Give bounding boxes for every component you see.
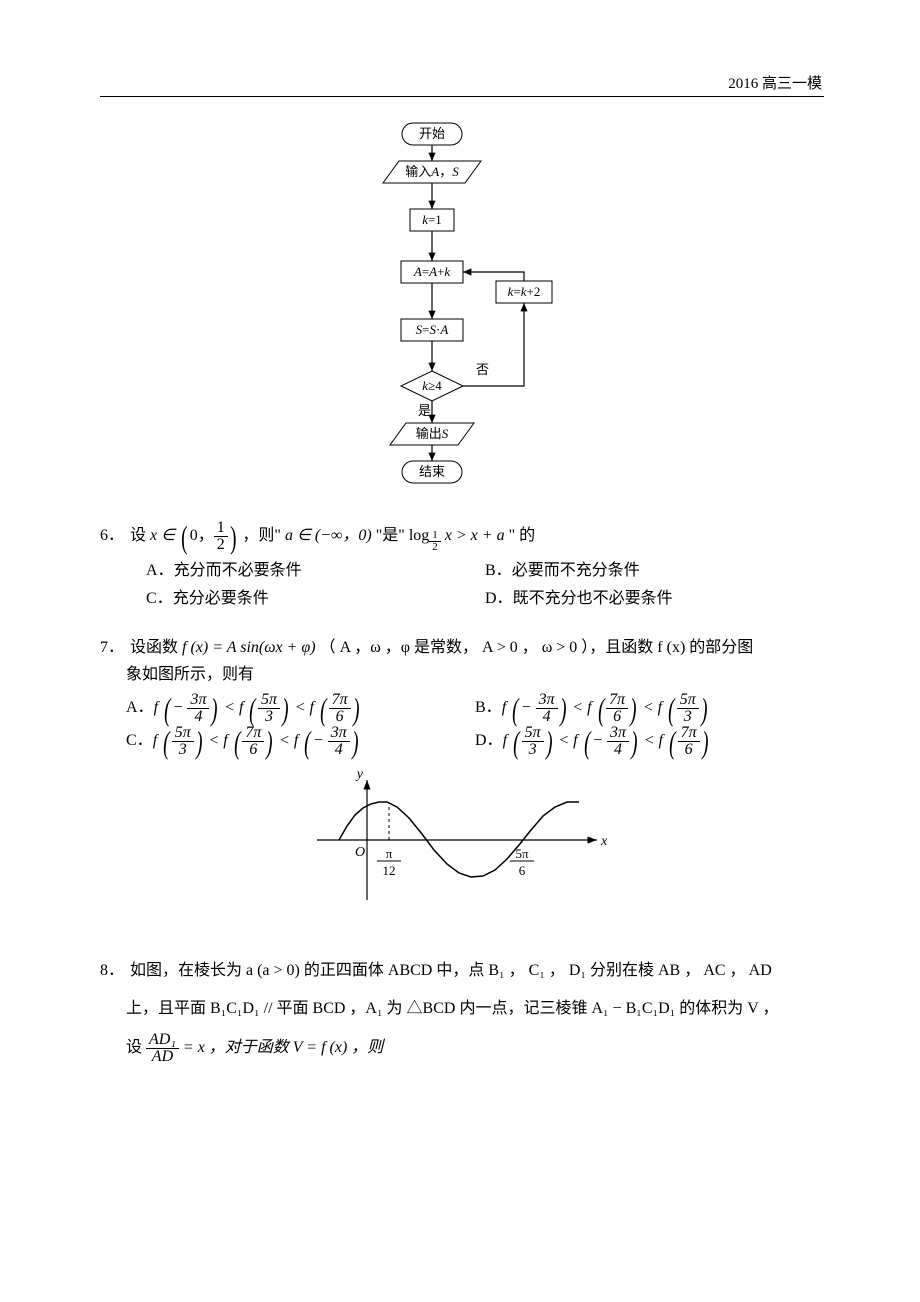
q6-log-post: x > x + a [445,527,505,544]
q6-opt-b-text: 必要而不充分条件 [512,562,640,579]
svg-text:x: x [600,834,608,849]
q8-text-3-pre: 设 [100,1039,142,1056]
q7-opt-b: B．f (− 3π4) < f (7π6) < f (5π3) [475,692,824,725]
svg-text:k=1: k=1 [422,212,442,227]
q7-opt-d: D．f (5π3) < f (− 3π4) < f (7π6) [475,725,824,758]
flowchart: 是 否 开始输入A，S k=1 A=A+k S=S·A k≥4 输出S 结束 k=k+2 [352,120,572,490]
q6-text-1: 设 [130,527,146,544]
q6-text-2: ，则" [242,527,285,544]
q6-frac-num: 1 [214,520,228,537]
content-area: 是 否 开始输入A，S k=1 A=A+k S=S·A k≥4 输出S 结束 k=k+2 6． 设… [100,120,824,1089]
q6-text-4: " 的 [509,527,536,544]
q8-frac-num: AD₁ [146,1032,179,1049]
q7-options: A．f (− 3π4) < f (5π3) < f (7π6) B．f (− 3… [100,692,824,758]
q7-text-2: （ A ，ω ，φ 是常数， A > 0 ， ω > 0 ），且函数 f (x)… [320,639,754,656]
q6-opt-b: B．必要而不充分条件 [485,557,824,584]
svg-text:开始: 开始 [419,126,445,141]
question-6: 6． 设 x ∈ (0，12) ，则" a ∈ (−∞，0) "是" log12… [100,520,824,612]
svg-text:S=S·A: S=S·A [416,322,449,337]
q6-opt-d-text: 既不充分也不必要条件 [513,590,673,607]
svg-text:π: π [386,846,393,861]
svg-text:5π: 5π [515,846,529,861]
q6-interval-x: x ∈ [150,527,175,544]
svg-text:12: 12 [383,863,396,878]
page: 2016 高三一模 是 否 开始输入A，S k=1 A=A+k S=S·A k≥4 输出S 结束… [0,0,920,1302]
q8-frac: AD₁AD [146,1032,179,1065]
header-rule [100,96,824,97]
svg-text:输入A，S: 输入A，S [405,164,459,179]
sine-chart: x y Oπ 12 5π 6 [312,770,612,930]
svg-text:A=A+k: A=A+k [413,264,451,279]
q7-text-1: 设函数 [130,639,182,656]
q6-options: A．充分而不必要条件 B．必要而不充分条件 C．充分必要条件 D．既不充分也不必… [100,557,824,611]
q7-text-3: 象如图所示，则有 [100,661,254,688]
svg-text:结束: 结束 [419,464,445,479]
svg-text:O: O [355,845,365,860]
svg-text:k=k+2: k=k+2 [508,284,541,299]
svg-text:k≥4: k≥4 [422,378,442,393]
q6-opt-c-text: 充分必要条件 [173,590,269,607]
svg-text:否: 否 [476,362,489,377]
q7-fx: f (x) = A sin(ωx + φ) [182,639,316,656]
q8-text-2: 上，且平面 B₁C₁D₁ // 平面 BCD ，A₁ 为 △BCD 内一点，记三… [100,990,779,1028]
svg-text:是: 是 [418,403,431,418]
q6-opt-d: D．既不充分也不必要条件 [485,585,824,612]
q6-logsub-den: 2 [429,542,441,553]
q7-opt-c: C．f (5π3) < f (7π6) < f (− 3π4) [126,725,475,758]
q6-interval-a: 0， [190,527,214,544]
svg-text:y: y [355,770,364,782]
q8-number: 8． [100,952,126,990]
q8-text-1: 如图，在棱长为 a (a > 0) 的正四面体 ABCD 中，点 B₁ ， C₁… [130,962,772,979]
svg-text:输出S: 输出S [416,426,449,441]
q8-frac-den: AD [146,1049,179,1065]
q7-opt-c-math: f (5π3) < f (7π6) < f (− 3π4) [153,732,361,749]
q7-opt-b-math: f (− 3π4) < f (7π6) < f (5π3) [502,699,710,716]
q6-opt-a-text: 充分而不必要条件 [174,562,302,579]
q6-log-sub: 12 [429,530,441,553]
q8-text-3-mid: = x ，对于函数 V = f (x) ，则 [183,1039,383,1056]
header-text: 2016 高三一模 [728,72,822,93]
svg-text:6: 6 [519,863,526,878]
q6-cond-a: a ∈ (−∞，0) [285,527,372,544]
question-8: 8． 如图，在棱长为 a (a > 0) 的正四面体 ABCD 中，点 B₁ ，… [100,952,824,1067]
q6-frac-den: 2 [214,537,228,553]
q7-opt-a: A．f (− 3π4) < f (5π3) < f (7π6) [126,692,475,725]
q6-number: 6． [100,522,126,549]
q6-opt-c: C．充分必要条件 [146,585,485,612]
question-7: 7． 设函数 f (x) = A sin(ωx + φ) （ A ，ω ，φ 是… [100,634,824,930]
q7-opt-d-math: f (5π3) < f (− 3π4) < f (7π6) [503,732,711,749]
q7-opt-a-math: f (− 3π4) < f (5π3) < f (7π6) [154,699,362,716]
q7-number: 7． [100,634,126,661]
q6-opt-a: A．充分而不必要条件 [146,557,485,584]
q6-log-pre: log [409,527,429,544]
q6-text-3: "是" [376,527,409,544]
q6-frac: 12 [214,520,228,553]
